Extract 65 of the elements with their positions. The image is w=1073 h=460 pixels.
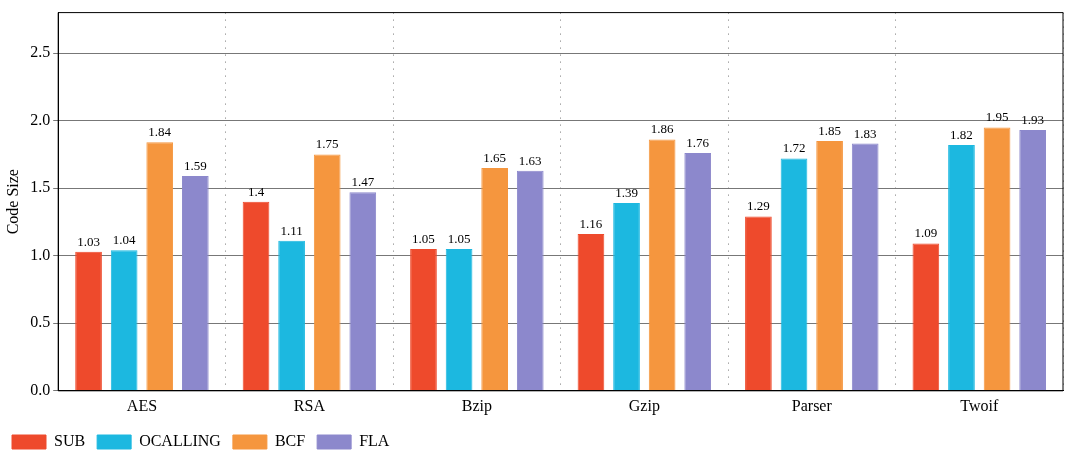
x-tick-label: Gzip [628, 396, 660, 415]
bar [313, 154, 341, 391]
data-label: 1.4 [247, 183, 265, 199]
bar [816, 140, 843, 391]
x-tick-label: Twoif [960, 396, 999, 414]
data-label: 1.29 [747, 198, 770, 214]
y-tick-label: 1.0 [30, 245, 51, 263]
y-tick-label: 0.5 [30, 313, 51, 331]
data-label: 1.04 [112, 232, 137, 248]
data-label: 1.76 [686, 135, 710, 150]
data-label: 1.59 [183, 157, 207, 173]
y-tick-label: 2.5 [30, 43, 51, 61]
bar [445, 248, 473, 391]
legend-label: BCF [274, 432, 306, 450]
bar [110, 250, 138, 391]
data-label: 1.65 [483, 149, 507, 165]
bar [146, 142, 174, 391]
bar [75, 251, 102, 391]
data-label: 1.05 [412, 230, 435, 246]
legend-label: FLA [359, 432, 390, 450]
bar [1019, 130, 1046, 391]
x-tick-label: AES [126, 396, 158, 414]
bar [613, 203, 640, 391]
data-label: 1.85 [818, 122, 841, 138]
data-label: 1.39 [615, 184, 638, 200]
data-label: 1.75 [315, 136, 339, 152]
x-tick-label: Bzip [461, 396, 492, 415]
data-label: 1.82 [950, 126, 973, 142]
bar [851, 143, 879, 391]
data-label: 1.72 [782, 140, 806, 156]
y-tick-label: 0.0 [30, 381, 51, 398]
bar [481, 167, 509, 391]
bar [912, 243, 940, 391]
bar [242, 201, 270, 391]
x-tick-label: RSA [293, 396, 326, 414]
bar [278, 240, 305, 391]
bar [684, 153, 712, 391]
data-label: 1.83 [853, 125, 877, 141]
data-label: 1.84 [148, 124, 172, 140]
data-label: 1.05 [447, 230, 471, 246]
bar [780, 158, 808, 391]
data-label: 1.03 [77, 233, 100, 249]
data-label: 1.86 [650, 121, 674, 137]
y-axis-title: Code Size [3, 169, 21, 235]
bar [181, 176, 209, 391]
bar [410, 248, 437, 391]
legend-label: SUB [54, 432, 86, 450]
y-tick-label: 2.0 [30, 110, 51, 128]
data-label: 1.11 [280, 222, 303, 238]
bar [948, 144, 975, 391]
bar [349, 192, 377, 391]
bar [516, 170, 544, 391]
data-label: 1.95 [985, 109, 1009, 125]
bar [577, 234, 605, 391]
bar [745, 216, 772, 391]
data-label: 1.93 [1021, 112, 1045, 128]
data-label: 1.16 [579, 216, 603, 232]
data-label: 1.09 [914, 225, 938, 241]
y-tick-label: 1.5 [30, 178, 51, 196]
legend-label: OCALLING [139, 432, 222, 450]
x-tick-label: Parser [791, 396, 833, 414]
data-label: 1.47 [351, 174, 375, 190]
bar [648, 139, 676, 391]
data-label: 1.63 [518, 152, 542, 168]
bar [983, 127, 1011, 391]
